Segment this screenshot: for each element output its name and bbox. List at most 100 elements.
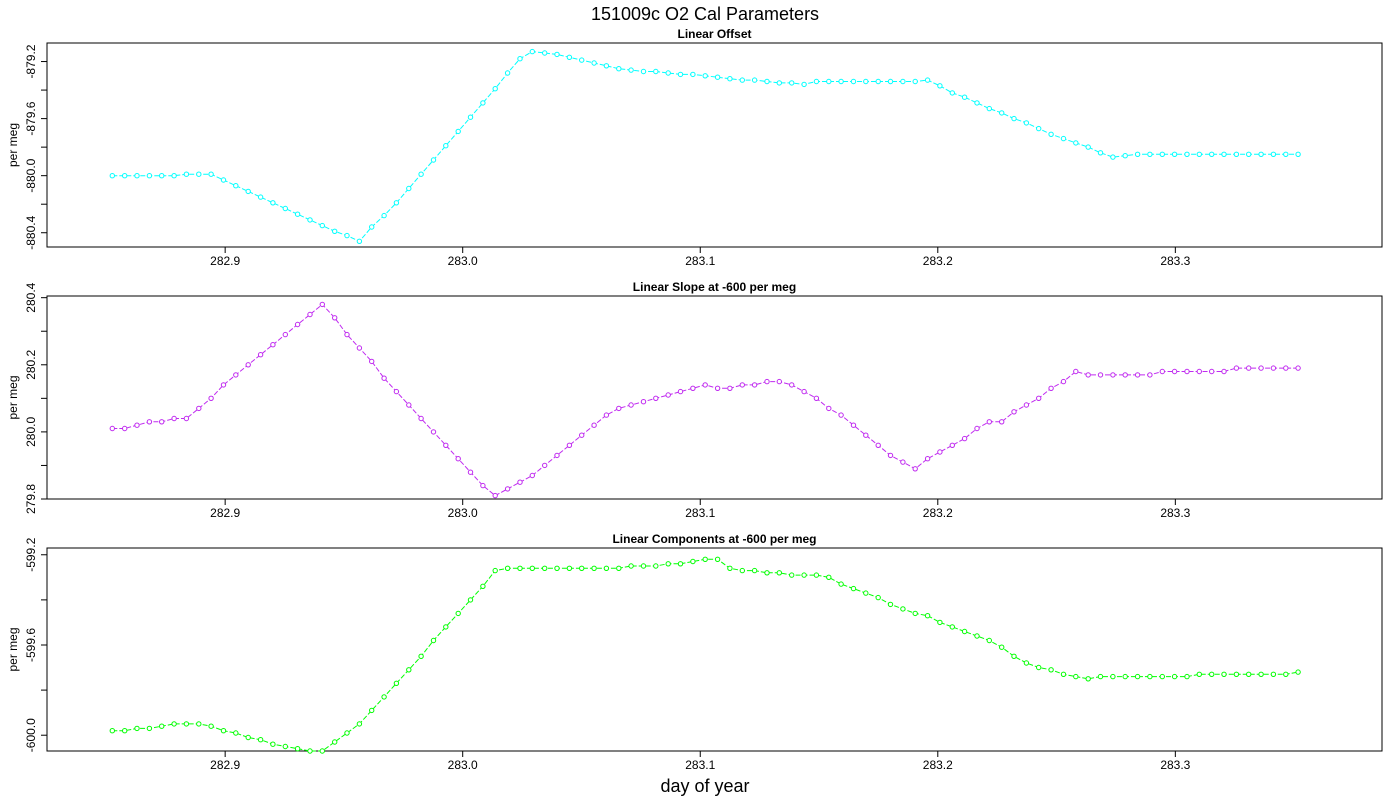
linear-components-title: Linear Components at -600 per meg <box>612 532 816 546</box>
linear-components-series-line <box>112 558 1299 752</box>
linear-slope-y-tick-label: 280.2 <box>24 349 38 379</box>
linear-slope-data-point <box>850 422 857 428</box>
linear-offset-data-point <box>986 105 992 112</box>
linear-slope-data-point <box>826 405 832 412</box>
linear-slope-data-point <box>961 435 968 442</box>
linear-slope-data-point <box>579 432 585 438</box>
linear-components-data-point <box>1036 664 1042 671</box>
linear-offset-data-point <box>640 68 647 75</box>
linear-slope-data-point <box>912 466 918 472</box>
linear-slope-y-tick-label: 280.0 <box>24 417 38 447</box>
linear-slope-data-point <box>245 362 251 368</box>
linear-offset-data-point <box>542 50 548 56</box>
linear-components-data-point <box>677 561 684 567</box>
linear-offset-data-point <box>999 110 1005 116</box>
linear-slope-x-tick-label: 282.9 <box>210 506 240 520</box>
linear-slope-data-point <box>467 469 474 475</box>
linear-offset-data-point <box>1147 151 1153 158</box>
linear-components-data-point <box>122 728 128 734</box>
linear-slope-data-point <box>1159 368 1166 375</box>
linear-offset-data-point <box>504 70 511 76</box>
linear-components-data-point <box>159 723 165 729</box>
linear-components-data-point <box>999 644 1005 650</box>
linear-slope-data-point <box>220 382 227 388</box>
linear-slope-data-point <box>294 321 301 328</box>
linear-components-data-point <box>1246 671 1252 677</box>
linear-components-data-point <box>319 748 325 754</box>
linear-slope-y-tick-label: 280.4 <box>24 282 38 312</box>
linear-components-y-tick-label: -600.0 <box>24 718 38 752</box>
linear-components-data-point <box>912 610 918 617</box>
linear-offset-data-point <box>628 67 634 73</box>
linear-components-data-point <box>1122 673 1128 680</box>
linear-offset-data-point <box>233 183 239 189</box>
linear-components-data-point <box>1060 671 1067 677</box>
linear-offset-data-point <box>554 51 560 58</box>
linear-slope-data-point <box>1283 365 1289 371</box>
linear-components-data-point <box>270 741 276 747</box>
linear-slope-x-tick-label: 283.0 <box>448 506 478 520</box>
linear-components-data-point <box>1097 673 1104 680</box>
linear-offset-data-point <box>381 212 387 219</box>
linear-offset-data-point <box>764 78 770 85</box>
linear-slope-data-point <box>257 352 264 358</box>
linear-components-data-point <box>1171 673 1178 680</box>
linear-components-y-tick-label: -599.2 <box>24 537 38 571</box>
linear-offset-data-point <box>850 78 857 85</box>
linear-offset-data-point <box>319 222 325 229</box>
linear-slope-data-point <box>764 378 770 385</box>
linear-components-data-point <box>789 572 795 578</box>
linear-components-data-point <box>1011 653 1017 659</box>
linear-slope-data-point <box>529 472 535 479</box>
linear-offset-x-tick-label: 283.3 <box>1160 254 1190 268</box>
linear-offset-data-point <box>134 173 140 179</box>
linear-slope-data-point <box>1270 365 1277 371</box>
linear-offset-data-point <box>443 143 449 149</box>
linear-components-data-point <box>554 565 560 571</box>
linear-offset-data-point <box>356 238 363 245</box>
linear-slope-data-point <box>356 345 363 351</box>
linear-slope-data-point <box>332 315 338 321</box>
linear-components-data-point <box>134 725 140 732</box>
linear-components-data-point <box>109 728 116 734</box>
linear-slope-data-point <box>566 442 573 448</box>
linear-offset-data-point <box>418 171 424 177</box>
linear-offset-data-point <box>1134 151 1141 158</box>
linear-offset-data-point <box>109 173 116 179</box>
linear-slope-data-point <box>542 462 548 469</box>
linear-components-data-point <box>776 570 782 576</box>
linear-slope-data-point <box>480 482 486 489</box>
linear-components-data-point <box>1258 671 1264 677</box>
linear-offset-data-point <box>1023 120 1030 126</box>
linear-components-data-point <box>1147 673 1153 680</box>
linear-slope-data-point <box>270 342 276 348</box>
linear-components-data-point <box>764 570 770 576</box>
linear-components-data-point <box>628 563 634 569</box>
linear-components-data-point <box>245 734 251 741</box>
linear-components-data-point <box>406 667 412 673</box>
linear-components-data-point <box>1184 673 1190 680</box>
linear-components-data-point <box>430 637 437 644</box>
linear-slope-data-point <box>1048 385 1054 391</box>
linear-offset-data-point <box>616 66 622 72</box>
linear-offset-data-point <box>146 173 153 179</box>
linear-offset-data-point <box>591 60 597 66</box>
linear-components-data-point <box>1295 669 1301 675</box>
linear-offset-data-point <box>801 81 807 88</box>
linear-offset-data-point <box>183 171 190 177</box>
linear-offset-data-point <box>332 228 338 235</box>
linear-offset-data-point <box>208 171 214 177</box>
linear-components-data-point <box>850 585 857 592</box>
linear-offset-data-point <box>566 54 573 60</box>
linear-components-data-point <box>1110 673 1116 680</box>
linear-slope-data-point <box>1073 368 1079 375</box>
linear-offset-data-point <box>492 86 498 92</box>
linear-slope-data-point <box>937 449 943 455</box>
linear-components-data-point <box>1159 673 1166 680</box>
linear-slope-data-point <box>517 479 523 485</box>
linear-offset-data-point <box>937 83 943 89</box>
linear-slope-data-point <box>924 456 931 462</box>
linear-slope-y-tick-label: 279.8 <box>24 484 38 514</box>
linear-slope-data-point <box>443 442 449 448</box>
linear-offset-data-point <box>455 128 461 135</box>
